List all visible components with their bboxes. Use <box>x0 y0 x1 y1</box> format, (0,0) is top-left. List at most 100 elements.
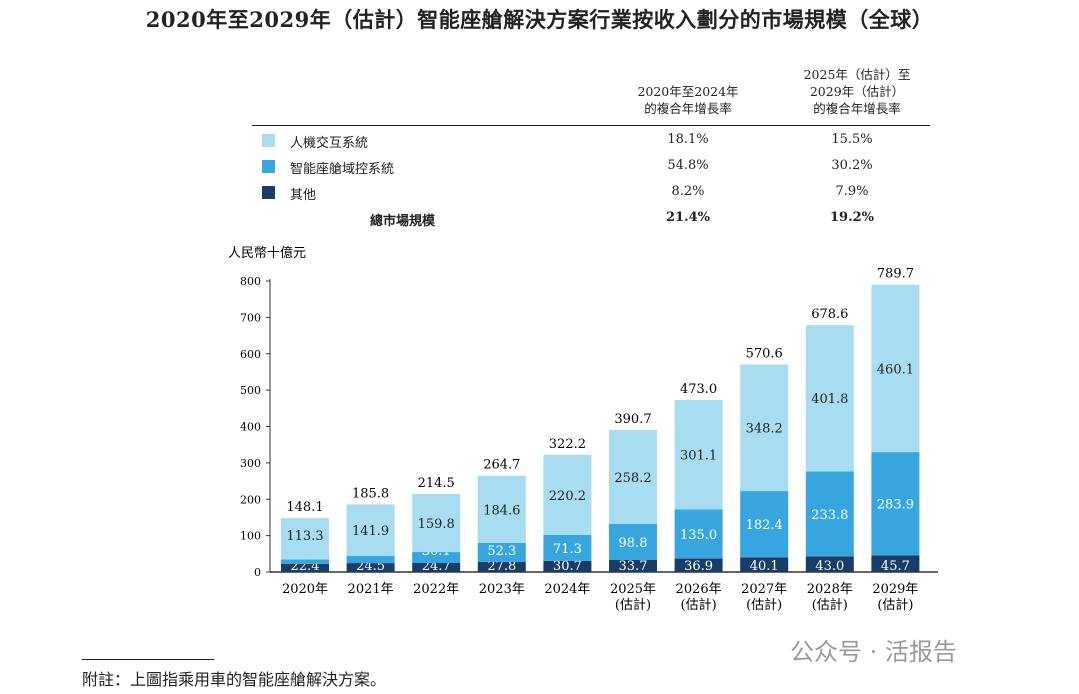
x-tick-label: 2027年 <box>741 582 787 597</box>
bar-segment <box>609 559 657 572</box>
total-label: 總市場規模 <box>370 214 436 229</box>
header-line: 的複合年增長率 <box>813 101 901 116</box>
y-tick-label: 300 <box>240 457 261 470</box>
bar-segment <box>543 534 592 561</box>
bar-segment <box>281 559 329 564</box>
y-axis-label: 人民幣十億元 <box>228 245 306 261</box>
bar-segment <box>477 475 526 543</box>
bar-segment <box>543 560 592 572</box>
segment-value-label: 33.7 <box>619 559 648 574</box>
total-value-label: 570.6 <box>746 346 783 361</box>
segment-value-label: 283.9 <box>877 498 914 513</box>
header-line: 2029年（估計） <box>809 84 905 99</box>
cagr-2020-2024: 18.1% <box>667 132 709 147</box>
segment-value-label: 301.1 <box>680 449 717 464</box>
y-tick-label: 500 <box>240 384 261 397</box>
y-tick-label: 0 <box>254 566 261 579</box>
x-tick-label: 2028年 <box>807 582 853 597</box>
header-line: 2020年至2024年 <box>637 84 739 99</box>
legend-label: 人機交互系統 <box>290 136 369 151</box>
y-tick-label: 200 <box>240 493 261 506</box>
cagr-2020-2024: 8.2% <box>671 184 705 199</box>
segment-value-label: 348.2 <box>746 422 783 437</box>
bar-segment <box>346 563 395 572</box>
cagr-2025-2029: 7.9% <box>835 184 869 199</box>
segment-value-label: 36.9 <box>684 559 713 574</box>
x-tick-label: (估計) <box>877 597 913 613</box>
x-tick-label: 2021年 <box>348 582 394 597</box>
header-line: 的複合年增長率 <box>644 101 732 116</box>
total-value-label: 264.7 <box>483 458 520 473</box>
bar-segment <box>805 471 854 557</box>
x-tick-label: (估計) <box>615 597 651 613</box>
cagr-2020-2024: 54.8% <box>667 158 709 173</box>
segment-value-label: 460.1 <box>877 362 914 377</box>
footnote: 附註：上圖指乘用車的智能座艙解決方案。 <box>82 670 387 689</box>
legend-label: 智能座艙域控系統 <box>290 162 395 177</box>
bar-segment <box>281 518 329 560</box>
header-line: 2025年（估計）至 <box>803 67 911 82</box>
segment-value-label: 220.2 <box>549 489 586 504</box>
legend-swatch <box>262 160 275 173</box>
segment-value-label: 43.0 <box>815 559 844 574</box>
x-tick-label: (估計) <box>681 597 717 613</box>
segment-value-label: 27.8 <box>487 559 516 574</box>
bar-segment <box>477 542 526 562</box>
table-rule <box>252 125 930 126</box>
total-value-label: 148.1 <box>286 500 323 515</box>
bar-segment <box>871 284 920 453</box>
x-tick-label: 2029年 <box>872 582 918 597</box>
bar-segment <box>740 557 789 572</box>
legend-label: 其他 <box>290 188 317 203</box>
legend-swatch <box>262 134 275 147</box>
segment-value-label: 401.8 <box>811 392 848 407</box>
segment-value-label: 135.0 <box>680 528 717 543</box>
cagr-2025-2029: 15.5% <box>831 132 873 147</box>
total-value-label: 789.7 <box>877 267 914 282</box>
x-tick-label: 2022年 <box>413 582 459 597</box>
bar-segment <box>805 556 854 572</box>
bar-segment <box>543 454 592 535</box>
bar-segment <box>674 509 723 559</box>
segment-value-label: 159.8 <box>418 517 455 532</box>
y-tick-label: 400 <box>240 421 261 434</box>
total-value-label: 678.6 <box>811 307 848 322</box>
note-rule <box>82 659 214 660</box>
segment-value-label: 233.8 <box>811 508 848 523</box>
total-value-label: 390.7 <box>614 412 651 427</box>
segment-value-label: 98.8 <box>619 536 648 551</box>
total-value-label: 473.0 <box>680 382 717 397</box>
chart-title: 2020年至2029年（估計）智能座艙解決方案行業按收入劃分的市場規模（全球） <box>145 7 934 32</box>
x-tick-label: 2025年 <box>610 582 656 597</box>
bar-segment <box>346 556 395 564</box>
y-tick-label: 800 <box>240 275 261 288</box>
bar-segment <box>871 555 920 572</box>
header-cagr-2020-2024: 2020年至2024年 的複合年增長率 <box>603 83 773 117</box>
bar-segment <box>740 491 789 558</box>
bar-segment <box>871 452 920 556</box>
bar-segment <box>412 493 461 553</box>
segment-value-label: 71.3 <box>553 542 582 557</box>
watermark: 公众号 · 活报告 <box>790 638 957 666</box>
segment-value-label: 52.3 <box>487 544 516 559</box>
legend-swatch <box>262 186 275 199</box>
segment-value-label: 141.9 <box>352 524 389 539</box>
x-tick-label: (估計) <box>746 597 782 613</box>
y-tick-label: 700 <box>240 311 261 324</box>
bar-segment <box>609 429 657 524</box>
x-tick-label: (估計) <box>812 597 848 613</box>
bar-segment <box>281 563 329 572</box>
total-value-label: 322.2 <box>549 437 586 452</box>
segment-value-label: 40.1 <box>750 559 779 574</box>
bar-segment <box>346 504 395 557</box>
bar-segment <box>805 325 854 472</box>
bar-segment <box>412 563 461 572</box>
total-cagr-2025-2029: 19.2% <box>829 210 874 225</box>
bar-segment <box>609 523 657 560</box>
y-tick-label: 600 <box>240 348 261 361</box>
x-tick-label: 2023年 <box>479 582 525 597</box>
segment-value-label: 113.3 <box>286 529 323 544</box>
cagr-2025-2029: 30.2% <box>831 158 873 173</box>
bar-segment <box>674 558 723 572</box>
segment-value-label: 182.4 <box>746 518 783 533</box>
